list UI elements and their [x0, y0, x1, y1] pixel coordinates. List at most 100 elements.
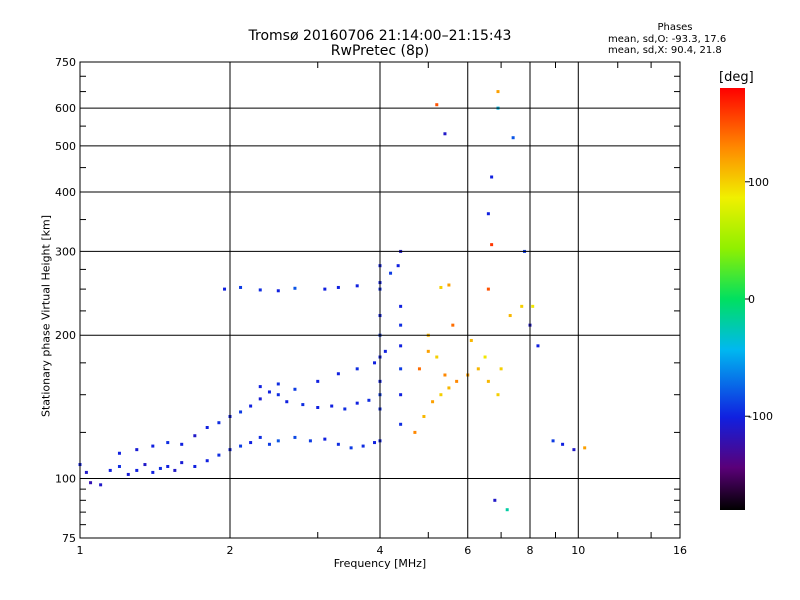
- data-point: [293, 387, 297, 391]
- data-point: [258, 385, 262, 389]
- grid-lines: [80, 62, 680, 538]
- data-point: [336, 285, 340, 289]
- phases-x-mode: mean, sd,X: 90.4, 21.8: [608, 45, 722, 56]
- data-point: [330, 404, 334, 408]
- data-point: [336, 372, 340, 376]
- data-point: [493, 498, 497, 502]
- data-point: [84, 470, 88, 474]
- data-point: [293, 286, 297, 290]
- y-tick-label: 600: [55, 102, 76, 115]
- data-point: [117, 451, 121, 455]
- data-point: [399, 393, 403, 397]
- data-point: [276, 289, 280, 293]
- data-point: [396, 264, 400, 268]
- data-point: [572, 448, 576, 452]
- x-tick-label: 16: [673, 544, 687, 557]
- data-point: [258, 397, 262, 401]
- data-point: [373, 361, 377, 365]
- y-tick-label: 200: [55, 329, 76, 342]
- data-point: [349, 446, 353, 450]
- data-point: [276, 382, 280, 386]
- data-point: [389, 271, 393, 275]
- colorbar-tick-label: -100: [748, 410, 773, 423]
- data-point: [301, 403, 305, 407]
- data-point: [476, 367, 480, 371]
- data-point: [439, 393, 443, 397]
- data-point: [239, 285, 243, 289]
- data-point: [316, 379, 320, 383]
- data-point: [486, 379, 490, 383]
- data-point: [239, 444, 243, 448]
- data-point: [431, 400, 435, 404]
- data-point: [258, 435, 262, 439]
- y-tick-label: 400: [55, 186, 76, 199]
- data-point: [373, 441, 377, 445]
- data-point: [399, 344, 403, 348]
- data-point: [323, 437, 327, 441]
- data-point: [99, 483, 103, 487]
- y-tick-label: 75: [62, 532, 76, 545]
- data-point: [193, 464, 197, 468]
- phases-o-mode: mean, sd,O: -93.3, 17.6: [608, 34, 727, 45]
- data-point: [355, 284, 359, 288]
- data-point: [193, 434, 197, 438]
- data-point: [508, 314, 512, 318]
- data-point: [355, 367, 359, 371]
- data-point: [447, 283, 451, 287]
- data-point: [267, 442, 271, 446]
- data-point: [249, 404, 253, 408]
- data-points-layer: [78, 90, 587, 512]
- data-point: [536, 344, 540, 348]
- data-point: [490, 175, 494, 179]
- y-axis-label: Stationary phase Virtual Height [km]: [39, 214, 53, 418]
- data-point: [180, 461, 184, 465]
- data-point: [499, 367, 503, 371]
- colorbar: [720, 88, 745, 510]
- colorbar-unit-label: [deg]: [719, 70, 754, 85]
- data-point: [486, 212, 490, 216]
- data-point: [135, 468, 139, 472]
- phases-heading: Phases: [657, 22, 693, 33]
- chart-title: Tromsø 20160706 21:14:00–21:15:43: [248, 28, 512, 44]
- data-point: [355, 401, 359, 405]
- data-point: [285, 400, 289, 404]
- data-point: [417, 367, 421, 371]
- y-tick-label: 500: [55, 140, 76, 153]
- data-point: [343, 407, 347, 411]
- data-point: [399, 323, 403, 327]
- data-point: [173, 468, 177, 472]
- data-point: [443, 373, 447, 377]
- data-point: [336, 442, 340, 446]
- data-point: [439, 285, 443, 289]
- data-point: [223, 287, 227, 291]
- data-point: [108, 468, 112, 472]
- colorbar-tick-label: 0: [748, 293, 755, 306]
- y-tick-label: 100: [55, 473, 76, 486]
- data-point: [435, 103, 439, 107]
- data-point: [496, 90, 500, 94]
- data-point: [505, 508, 509, 512]
- colorbar-tick-label: 100: [748, 176, 769, 189]
- data-point: [293, 435, 297, 439]
- data-point: [520, 304, 524, 308]
- data-point: [323, 287, 327, 291]
- data-point: [308, 439, 312, 443]
- data-point: [399, 367, 403, 371]
- data-point: [561, 442, 565, 446]
- data-point: [267, 390, 271, 394]
- data-point: [435, 355, 439, 359]
- data-point: [447, 386, 451, 390]
- data-point: [180, 442, 184, 446]
- data-point: [422, 414, 426, 418]
- data-point: [151, 470, 155, 474]
- data-point: [205, 459, 209, 463]
- data-point: [126, 472, 130, 476]
- colorbar-ticks: 100 0 -100: [745, 176, 773, 423]
- data-point: [399, 422, 403, 426]
- plot-frame: [79, 61, 681, 539]
- data-point: [443, 132, 447, 136]
- data-point: [151, 444, 155, 448]
- data-point: [135, 448, 139, 452]
- data-point: [486, 287, 490, 291]
- data-point: [205, 425, 209, 429]
